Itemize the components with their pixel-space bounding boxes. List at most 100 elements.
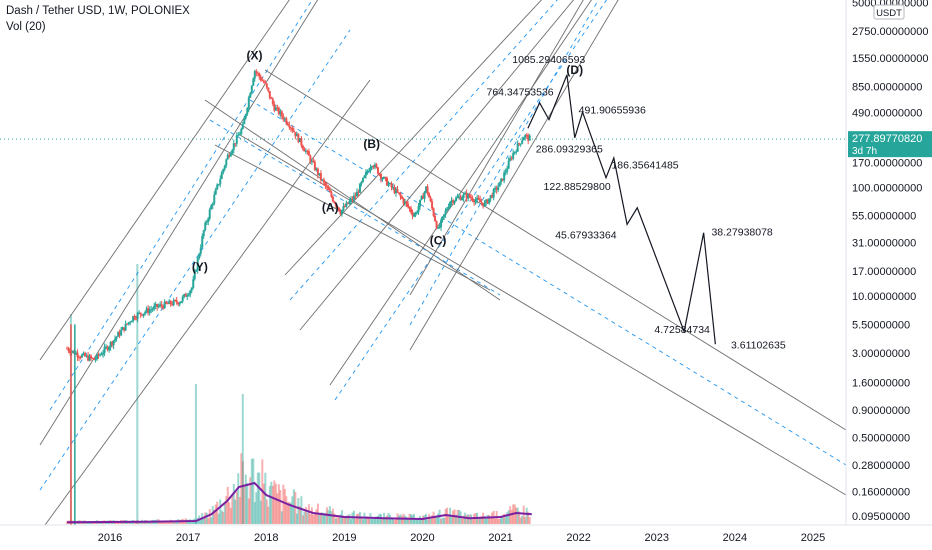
candle-body bbox=[438, 227, 441, 229]
volume-bar bbox=[237, 473, 240, 524]
volume-bar bbox=[289, 502, 292, 524]
price-tick-label: 3.00000000 bbox=[852, 348, 910, 360]
time-tick-label: 2024 bbox=[723, 532, 747, 544]
volume-bar bbox=[461, 518, 464, 524]
volume-bar bbox=[282, 484, 285, 524]
volume-bar bbox=[231, 494, 234, 524]
candle-body bbox=[452, 200, 455, 204]
candle-body bbox=[369, 167, 372, 171]
volume-bars bbox=[66, 264, 531, 524]
volume-bar bbox=[521, 515, 524, 524]
volume-bar bbox=[232, 483, 235, 524]
candle-body bbox=[205, 221, 208, 223]
candle-body bbox=[310, 160, 313, 163]
candle-body bbox=[79, 357, 82, 359]
time-axis[interactable]: 2016 2017 2018 2019 2020 2021 2022 2023 2024 2025 bbox=[98, 532, 825, 544]
candle-body bbox=[106, 346, 109, 351]
candle-body bbox=[405, 201, 408, 204]
candle-body bbox=[395, 189, 398, 194]
candle-body bbox=[72, 350, 75, 352]
candle-body bbox=[349, 198, 352, 202]
candle-body bbox=[154, 304, 157, 306]
candle-body bbox=[470, 197, 473, 199]
candle-body bbox=[528, 135, 531, 141]
candle-body bbox=[465, 192, 468, 199]
candle-body bbox=[306, 150, 309, 152]
candle-body bbox=[524, 135, 527, 138]
fan-channel-line bbox=[329, 0, 592, 386]
volume-bar bbox=[404, 515, 407, 524]
candle-body bbox=[440, 219, 443, 228]
candle-body bbox=[498, 181, 501, 187]
volume-bar bbox=[471, 519, 474, 524]
candle-body bbox=[147, 308, 150, 313]
candle-body bbox=[183, 294, 186, 297]
volume-bar bbox=[372, 517, 375, 524]
volume-bar bbox=[250, 458, 253, 524]
volume-bar bbox=[321, 512, 324, 524]
volume-bar bbox=[333, 513, 336, 524]
candle-body bbox=[509, 158, 512, 161]
candle-body bbox=[243, 118, 246, 125]
candle-body bbox=[78, 357, 81, 359]
candle-body bbox=[286, 123, 289, 126]
fan-channel-line bbox=[409, 0, 584, 296]
price-axis[interactable]: 5000.000000002750.000000001550.000000008… bbox=[852, 0, 928, 523]
volume-bar bbox=[500, 516, 503, 524]
volume-bar bbox=[381, 518, 384, 524]
volume-bar bbox=[276, 493, 279, 524]
volume-bar bbox=[477, 516, 480, 524]
candle-body bbox=[190, 287, 193, 291]
candle-body bbox=[198, 254, 201, 259]
volume-indicator-label[interactable]: Vol (20) bbox=[6, 21, 46, 33]
candle-body bbox=[135, 318, 138, 320]
candle-body bbox=[313, 162, 316, 171]
current-price-value: 277.89770820 bbox=[852, 133, 922, 145]
candle-body bbox=[289, 127, 292, 129]
candle-body bbox=[331, 196, 334, 202]
time-tick-label: 2021 bbox=[488, 532, 512, 544]
candle-body bbox=[169, 300, 172, 305]
volume-bar bbox=[339, 514, 342, 524]
volume-bar bbox=[443, 518, 446, 524]
candle-body bbox=[363, 175, 366, 178]
candle-body bbox=[216, 184, 219, 190]
candle-body bbox=[476, 197, 479, 201]
candle-body bbox=[453, 200, 456, 204]
volume-bar bbox=[330, 511, 333, 524]
volume-bar bbox=[219, 499, 222, 524]
candle-body bbox=[387, 183, 390, 186]
candle-body bbox=[199, 247, 202, 255]
volume-bar bbox=[226, 486, 229, 524]
candle-body bbox=[411, 212, 414, 216]
volume-bar bbox=[349, 519, 352, 524]
candle-body bbox=[279, 111, 282, 115]
candle-body bbox=[288, 125, 291, 128]
volume-bar bbox=[370, 519, 373, 524]
volume-bar bbox=[516, 507, 519, 524]
chart-title[interactable]: Dash / Tether USD, 1W, POLONIEX bbox=[6, 5, 190, 17]
candle-body bbox=[393, 187, 396, 194]
candle-body bbox=[381, 178, 384, 180]
volume-bar bbox=[447, 515, 450, 524]
candle-body bbox=[398, 192, 401, 194]
price-annotation: 1085.29406593 bbox=[512, 54, 585, 66]
currency-badge[interactable]: USDT bbox=[873, 4, 905, 20]
price-tick-label: 55.00000000 bbox=[852, 211, 916, 223]
volume-bar bbox=[300, 496, 303, 524]
candle-body bbox=[268, 91, 271, 98]
candle-body bbox=[238, 134, 241, 136]
candle-body bbox=[118, 332, 121, 336]
candle-body bbox=[294, 132, 297, 137]
volume-bar bbox=[384, 516, 387, 524]
candle-body bbox=[367, 170, 370, 172]
candle-body bbox=[321, 179, 324, 181]
candle-body bbox=[525, 135, 528, 137]
candle-body bbox=[91, 357, 94, 359]
volume-bar bbox=[234, 499, 237, 524]
candle-body bbox=[228, 154, 231, 157]
volume-bar bbox=[255, 492, 258, 524]
candle-body bbox=[346, 202, 349, 204]
volume-bar bbox=[247, 498, 250, 524]
